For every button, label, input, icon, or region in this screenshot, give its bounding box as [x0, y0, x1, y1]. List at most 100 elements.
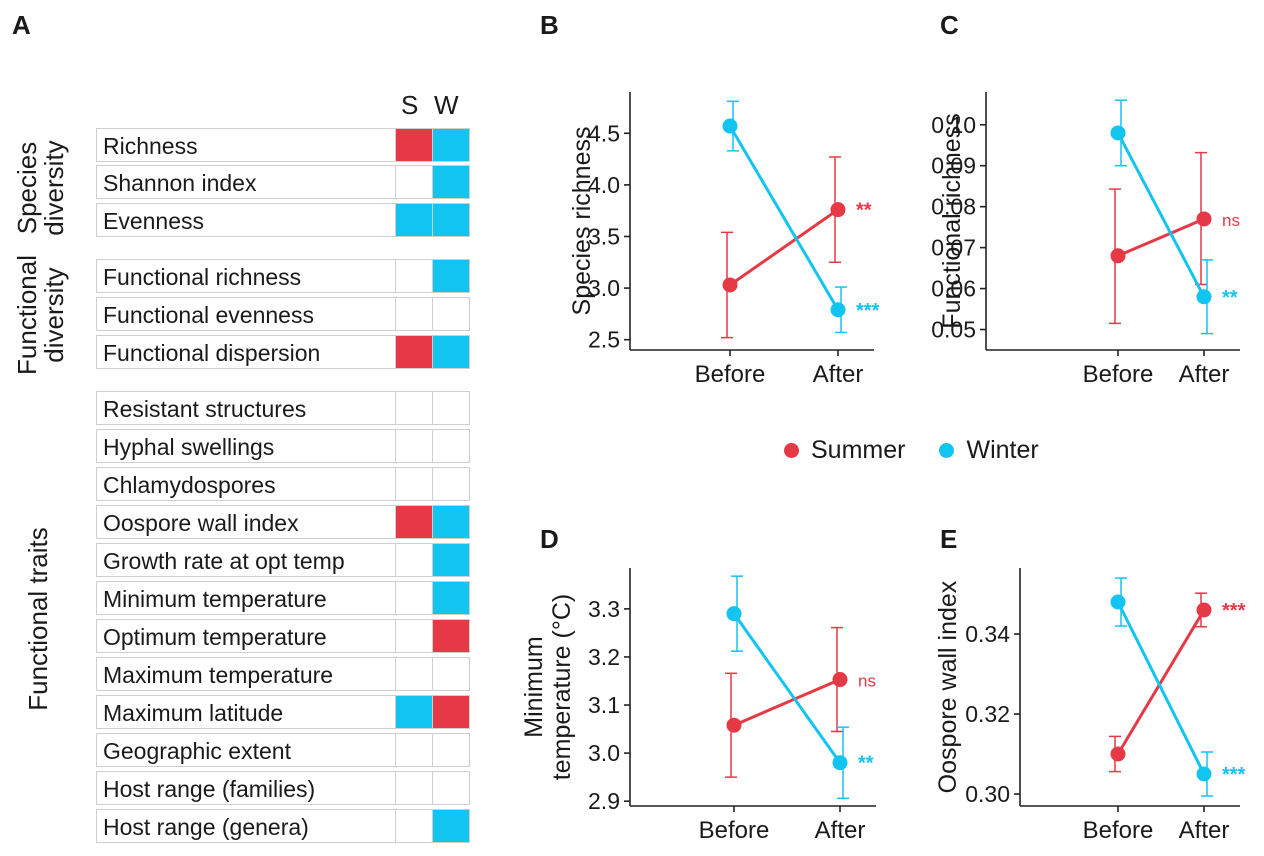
y-tick-label: 4.5: [588, 120, 620, 146]
data-point-summer: [1110, 746, 1126, 762]
legend: Summer Winter: [784, 436, 1073, 465]
y-tick-label: 0.08: [931, 194, 976, 220]
panel-label-c: C: [940, 10, 959, 40]
heatmap-row-label: Host range (families): [103, 776, 316, 802]
y-axis-label: temperature (°C): [548, 594, 576, 780]
heatmap-row: Optimum temperature: [96, 619, 470, 653]
column-header-winter: W: [434, 90, 459, 120]
heatmap-cell-winter: [432, 166, 469, 198]
y-tick-label: 3.0: [588, 740, 620, 766]
panel-label-b: B: [540, 10, 559, 40]
heatmap-cell-winter: [432, 810, 469, 842]
heatmap-row-label: Functional richness: [103, 264, 302, 290]
heatmap-cell-winter: [432, 430, 469, 462]
heatmap-cell-summer: [395, 204, 432, 236]
heatmap-cell-summer: [395, 810, 432, 842]
heatmap-row: Evenness: [96, 203, 470, 237]
heatmap-row: Resistant structures: [96, 391, 470, 425]
heatmap-cell-summer: [395, 166, 432, 198]
data-point-summer: [830, 202, 846, 218]
y-axis-label: Minimum: [520, 636, 548, 737]
x-tick-label: Before: [1083, 361, 1154, 388]
series-line-winter: [1116, 601, 1206, 775]
heatmap-row-label: Shannon index: [103, 170, 257, 196]
legend-item-winter: Winter: [939, 436, 1039, 465]
data-point-winter: [1196, 289, 1212, 305]
x-tick-label: Before: [699, 817, 770, 844]
heatmap-cell-summer: [395, 582, 432, 614]
heatmap-row-label: Functional evenness: [103, 302, 314, 328]
heatmap-row-label: Optimum temperature: [103, 624, 327, 650]
x-tick-label: Before: [1083, 817, 1154, 844]
heatmap-cell-summer: [395, 658, 432, 690]
data-point-summer: [1110, 248, 1126, 264]
significance-label: ns: [858, 672, 876, 691]
heatmap-row-label: Oospore wall index: [103, 510, 299, 536]
heatmap-row-label: Maximum latitude: [103, 700, 284, 726]
heatmap-cell-summer: [395, 620, 432, 652]
y-axis-label-group: Minimum temperature (°C): [520, 594, 576, 780]
x-tick-label: After: [813, 361, 864, 388]
y-tick-label: 3.0: [588, 275, 620, 301]
group-label-text: Species diversity: [12, 140, 70, 236]
y-axis-label: Oospore wall index: [934, 580, 962, 793]
y-tick-label: 3.1: [588, 692, 620, 718]
y-tick-label: 3.5: [588, 223, 620, 249]
group-label-functional-traits: Functional traits: [23, 519, 55, 719]
heatmap-row-label: Minimum temperature: [103, 586, 327, 612]
y-tick-label: 0.30: [965, 781, 1010, 807]
y-axis-label-group: Functional richness: [938, 113, 966, 328]
heatmap-row: Shannon index: [96, 165, 470, 199]
heatmap-row: Maximum temperature: [96, 657, 470, 691]
heatmap-row: Host range (genera): [96, 809, 470, 843]
y-tick-label: 0.32: [965, 701, 1010, 727]
x-tick-label: After: [1179, 817, 1230, 844]
group-label-text: Functional diversity: [12, 255, 70, 375]
data-point-winter: [1110, 125, 1126, 141]
heatmap-cell-summer: [395, 430, 432, 462]
significance-label: **: [858, 753, 874, 775]
heatmap-cell-winter: [432, 129, 469, 161]
significance-label: ***: [1222, 764, 1246, 786]
y-tick-label: 2.5: [588, 327, 620, 353]
series-line-winter: [1116, 132, 1206, 298]
heatmap-row: Maximum latitude: [96, 695, 470, 729]
heatmap-row: Growth rate at opt temp: [96, 543, 470, 577]
data-point-summer: [722, 277, 738, 293]
heatmap-row: Functional dispersion: [96, 335, 470, 369]
heatmap-cell-summer: [395, 696, 432, 728]
chart-species-richness: 2.5 3.0 3.5 4.0 4.5 Before After Species richne…: [568, 92, 880, 388]
data-point-summer: [1196, 602, 1212, 618]
heatmap-cell-summer: [395, 336, 432, 368]
legend-label-summer: Summer: [811, 436, 906, 464]
chart-oospore-wall-index: 0.30 0.32 0.34 Before After Oospore wall inde…: [934, 568, 1246, 844]
heatmap-row-label: Chlamydospores: [103, 472, 276, 498]
data-point-winter: [1196, 766, 1212, 782]
heatmap-cell-summer: [395, 734, 432, 766]
heatmap-cell-winter: [432, 392, 469, 424]
panel-label-a: A: [12, 10, 31, 40]
y-tick-label: 2.9: [588, 788, 620, 814]
heatmap-cell-summer: [395, 129, 432, 161]
group-label-text: Functional traits: [23, 527, 53, 711]
x-tick-label: Before: [695, 361, 766, 388]
heatmap-cell-winter: [432, 734, 469, 766]
significance-label: **: [856, 200, 872, 222]
y-axis-label-group: Species richness: [568, 127, 596, 316]
x-tick-label: After: [815, 817, 866, 844]
heatmap-row-label: Evenness: [103, 208, 205, 234]
y-axis-label-group: Oospore wall index: [934, 580, 962, 793]
y-axis-label: Species richness: [568, 127, 596, 316]
y-axis-label: Functional richness: [938, 113, 966, 328]
significance-label: ***: [1222, 600, 1246, 622]
heatmap-row: Functional richness: [96, 259, 470, 293]
series-line-winter: [728, 125, 840, 311]
y-tick-label: 3.3: [588, 596, 620, 622]
heatmap-row: Host range (families): [96, 771, 470, 805]
heatmap-row: Chlamydospores: [96, 467, 470, 501]
column-header-summer: S: [401, 90, 419, 120]
heatmap-row-label: Richness: [103, 133, 198, 159]
heatmap-cell-summer: [395, 468, 432, 500]
data-point-winter: [830, 302, 846, 318]
heatmap-cell-winter: [432, 506, 469, 538]
